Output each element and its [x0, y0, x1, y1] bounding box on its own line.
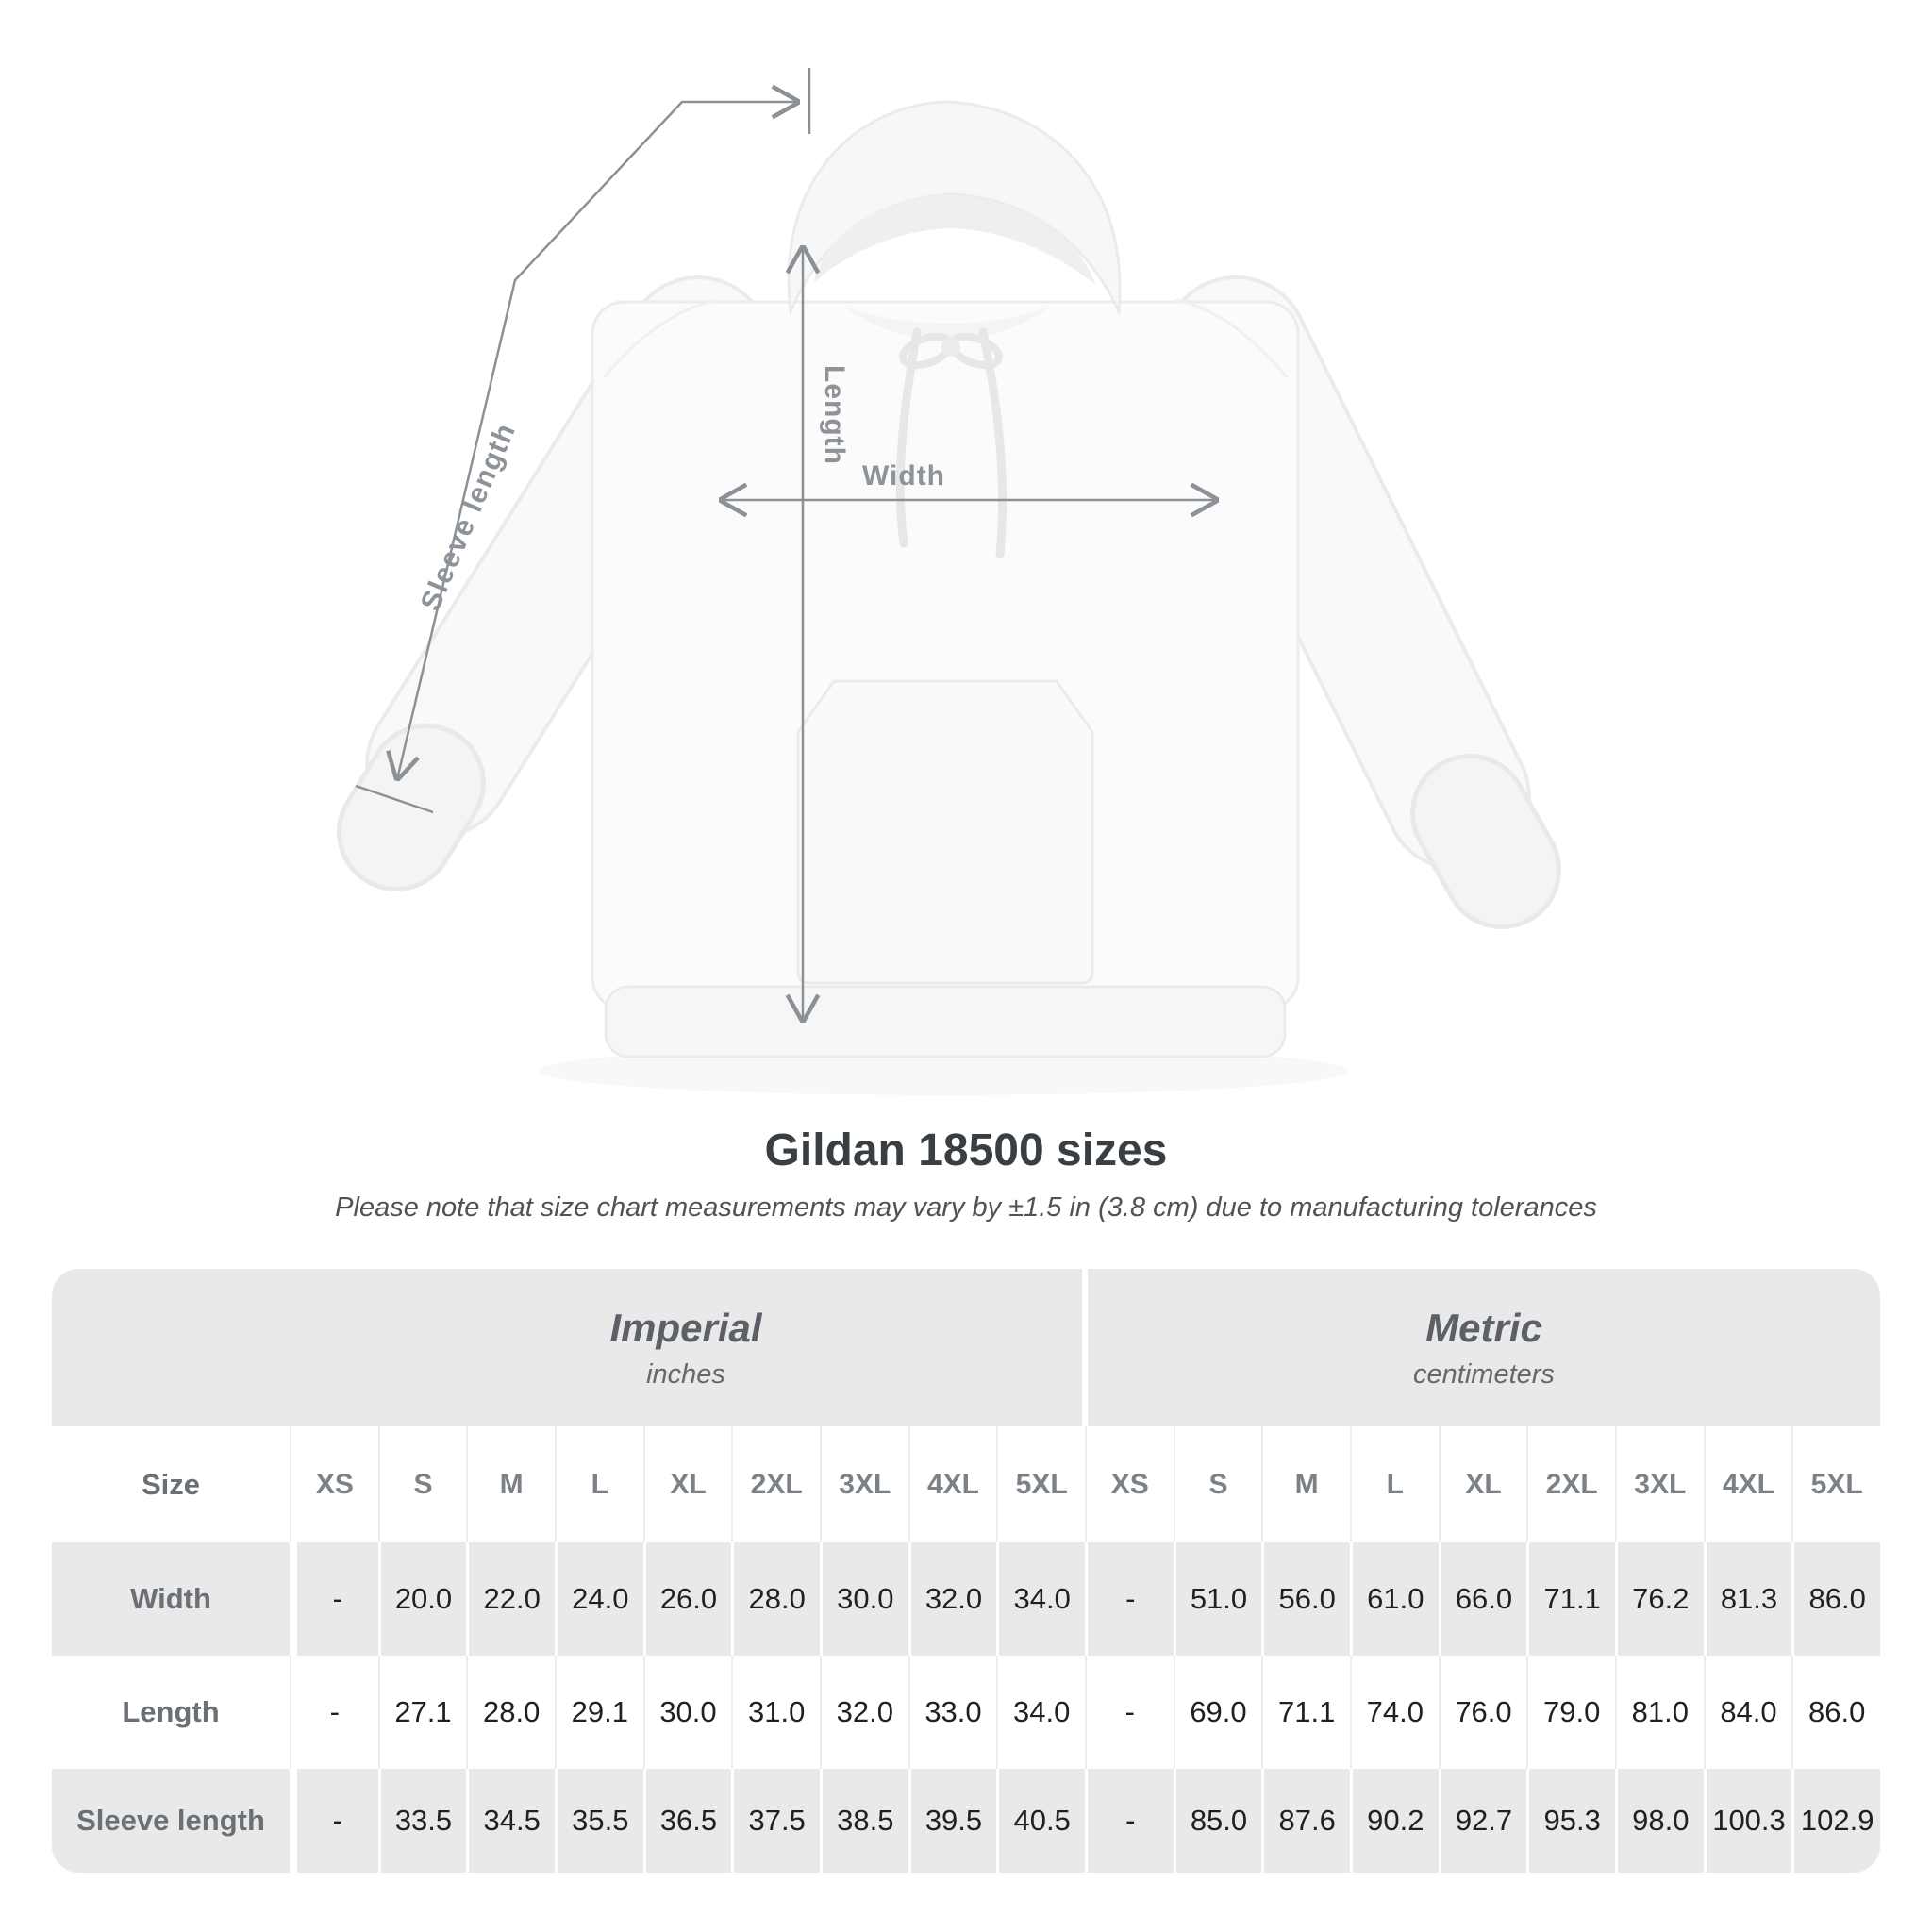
- hoodie-measurement-diagram: [337, 68, 1561, 1095]
- col-header-imp-xs: XS: [290, 1426, 378, 1542]
- table-cell: 34.5: [466, 1769, 555, 1873]
- row-label-width: Width: [52, 1542, 290, 1656]
- col-header-met-5xl: 5XL: [1791, 1426, 1880, 1542]
- table-cell: 22.0: [466, 1542, 555, 1656]
- table-cell: 87.6: [1261, 1769, 1350, 1873]
- table-cell: 102.9: [1791, 1769, 1880, 1873]
- table-cell: 33.5: [377, 1769, 467, 1873]
- col-header-imp-m: M: [466, 1426, 555, 1542]
- sleeve-length-start-tick: [355, 784, 434, 814]
- metric-title: Metric: [1425, 1305, 1542, 1350]
- width-label: Width: [861, 460, 946, 491]
- table-cell: 66.0: [1438, 1542, 1527, 1656]
- table-cell: 34.0: [996, 1542, 1085, 1656]
- table-cell: 33.0: [908, 1656, 997, 1769]
- table-cell: 51.0: [1173, 1542, 1262, 1656]
- table-cell: 27.1: [377, 1656, 467, 1769]
- table-cell: 32.0: [908, 1542, 997, 1656]
- table-cell: 86.0: [1791, 1656, 1880, 1769]
- table-cell: 34.0: [996, 1656, 1085, 1769]
- sleeve-length-arrow: [397, 102, 798, 779]
- table-cell: 100.3: [1703, 1769, 1792, 1873]
- col-header-imp-3xl: 3XL: [819, 1426, 908, 1542]
- page-title: Gildan 18500 sizes: [764, 1125, 1168, 1175]
- table-cell: 39.5: [908, 1769, 997, 1873]
- table-cell: 20.0: [377, 1542, 467, 1656]
- table-cell: 32.0: [819, 1656, 908, 1769]
- table-cell: 40.5: [996, 1769, 1085, 1873]
- metric-units: centimeters: [1413, 1358, 1555, 1390]
- table-cell: 56.0: [1261, 1542, 1350, 1656]
- col-header-met-4xl: 4XL: [1703, 1426, 1792, 1542]
- table-cell: 86.0: [1791, 1542, 1880, 1656]
- table-cell: 71.1: [1261, 1656, 1350, 1769]
- hoodie-illustration: [337, 100, 1561, 1095]
- table-cell: 76.0: [1438, 1656, 1527, 1769]
- col-header-met-2xl: 2XL: [1526, 1426, 1615, 1542]
- table-cell: 30.0: [819, 1542, 908, 1656]
- table-cell: 26.0: [642, 1542, 732, 1656]
- imperial-title: Imperial: [609, 1305, 762, 1350]
- table-cell: -: [1084, 1769, 1174, 1873]
- row-label-length: Length: [52, 1656, 290, 1769]
- table-cell: 81.3: [1703, 1542, 1792, 1656]
- table-cell: 74.0: [1349, 1656, 1439, 1769]
- col-header-imp-s: S: [377, 1426, 467, 1542]
- table-cell: 95.3: [1526, 1769, 1615, 1873]
- table-cell: 79.0: [1526, 1656, 1615, 1769]
- col-header-met-s: S: [1173, 1426, 1262, 1542]
- table-cell: 69.0: [1173, 1656, 1262, 1769]
- tolerance-note: Please note that size chart measurements…: [335, 1192, 1597, 1223]
- table-cell: 98.0: [1614, 1769, 1704, 1873]
- row-label-sleeve-length: Sleeve length: [52, 1769, 290, 1873]
- table-cell: -: [290, 1656, 378, 1769]
- table-cell: 81.0: [1614, 1656, 1704, 1769]
- table-cell: 38.5: [819, 1769, 908, 1873]
- table-cell: 85.0: [1173, 1769, 1262, 1873]
- table-cell: 37.5: [731, 1769, 820, 1873]
- table-cell: 71.1: [1526, 1542, 1615, 1656]
- table-cell: 92.7: [1438, 1769, 1527, 1873]
- table-cell: 84.0: [1703, 1656, 1792, 1769]
- table-cell: 61.0: [1349, 1542, 1439, 1656]
- size-corner-header: Size: [52, 1426, 290, 1542]
- table-cell: -: [290, 1769, 378, 1873]
- table-cell: 29.1: [554, 1656, 643, 1769]
- table-cell: 31.0: [731, 1656, 820, 1769]
- col-header-imp-2xl: 2XL: [731, 1426, 820, 1542]
- col-header-met-xl: XL: [1438, 1426, 1527, 1542]
- table-cell: 36.5: [642, 1769, 732, 1873]
- table-cell: -: [1084, 1656, 1174, 1769]
- table-cell: 28.0: [466, 1656, 555, 1769]
- table-cell: 30.0: [642, 1656, 732, 1769]
- table-cell: 28.0: [731, 1542, 820, 1656]
- metric-group-header: Metric centimeters: [1087, 1269, 1880, 1426]
- table-cell: 24.0: [554, 1542, 643, 1656]
- imperial-group-header: Imperial inches: [52, 1269, 1082, 1426]
- col-header-imp-xl: XL: [642, 1426, 732, 1542]
- col-header-met-xs: XS: [1084, 1426, 1174, 1542]
- table-cell: -: [1084, 1542, 1174, 1656]
- col-header-met-m: M: [1261, 1426, 1350, 1542]
- table-cell: -: [290, 1542, 378, 1656]
- length-label: Length: [819, 365, 850, 465]
- col-header-imp-5xl: 5XL: [996, 1426, 1085, 1542]
- table-cell: 90.2: [1349, 1769, 1439, 1873]
- imperial-units: inches: [646, 1358, 725, 1390]
- size-table: Imperial inches Metric centimeters Size …: [52, 1269, 1880, 1873]
- table-cell: 76.2: [1614, 1542, 1704, 1656]
- col-header-met-l: L: [1349, 1426, 1439, 1542]
- col-header-imp-4xl: 4XL: [908, 1426, 997, 1542]
- col-header-met-3xl: 3XL: [1614, 1426, 1704, 1542]
- table-cell: 35.5: [554, 1769, 643, 1873]
- col-header-imp-l: L: [554, 1426, 643, 1542]
